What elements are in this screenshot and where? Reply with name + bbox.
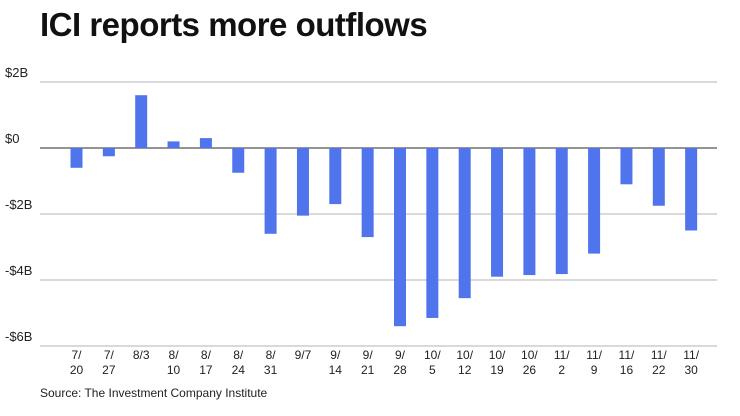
bar-10-19 [491,148,504,277]
y-tick-label: -$4B [5,263,32,278]
bar-10-12 [458,148,471,299]
x-tick-label: 11/2 [554,348,570,377]
y-tick-label: -$2B [5,197,32,212]
source-note: Source: The Investment Company Institute [40,386,268,400]
bar-7-20 [70,148,83,168]
x-tick-label: 8/17 [199,348,213,377]
y-axis-ticks: $2B $0 -$2B -$4B -$6B [5,65,32,344]
x-tick-label: 7/27 [102,348,116,377]
y-tick-label: $2B [5,65,28,80]
x-tick-label: 11/16 [619,348,635,377]
bar-chart: $2B $0 -$2B -$4B -$6B 7/20 7/27 8/3 8/10 8/17 8/2… [5,65,717,377]
bar-11-9 [588,148,601,254]
y-tick-label: $0 [5,131,19,146]
x-tick-label: 9/14 [329,348,343,377]
bar-11-22 [652,148,665,206]
x-tick-label: 9/7 [295,348,312,362]
bar-11-16 [620,148,633,185]
x-tick-label: 11/30 [683,348,699,377]
bar-9-21 [361,148,374,238]
bar-8-24 [232,148,245,173]
x-tick-label: 7/20 [70,348,84,377]
bar-8-3 [135,95,148,148]
bar-10-5 [426,148,439,318]
x-tick-label: 10/26 [521,348,538,377]
x-tick-label: 9/21 [361,348,375,377]
bar-8-10 [167,141,180,148]
bars [70,95,698,327]
x-tick-label: 11/22 [651,348,667,377]
x-tick-label: 10/12 [456,348,473,377]
gridlines [40,81,717,347]
bar-9-7 [296,148,309,216]
x-tick-label: 8/24 [232,348,246,377]
x-tick-label: 11/9 [586,348,602,377]
bar-10-26 [523,148,536,276]
bar-9-14 [329,148,342,205]
bar-7-27 [102,148,115,157]
bar-8-17 [199,138,212,148]
bar-8-31 [264,148,277,234]
x-tick-label: 10/19 [489,348,506,377]
chart-title: ICI reports more outflows [40,6,428,43]
x-tick-label: 8/10 [167,348,181,377]
bar-11-2 [555,148,568,275]
x-tick-label: 8/3 [133,348,150,362]
x-tick-label: 9/28 [393,348,407,377]
bar-9-28 [394,148,406,327]
bar-11-30 [685,148,698,231]
x-tick-label: 10/5 [424,348,441,377]
x-tick-label: 8/31 [264,348,278,377]
x-axis-ticks: 7/20 7/27 8/3 8/10 8/17 8/24 8/31 9/7 9/14 9/21 9/… [70,348,700,377]
y-tick-label: -$6B [5,329,32,344]
